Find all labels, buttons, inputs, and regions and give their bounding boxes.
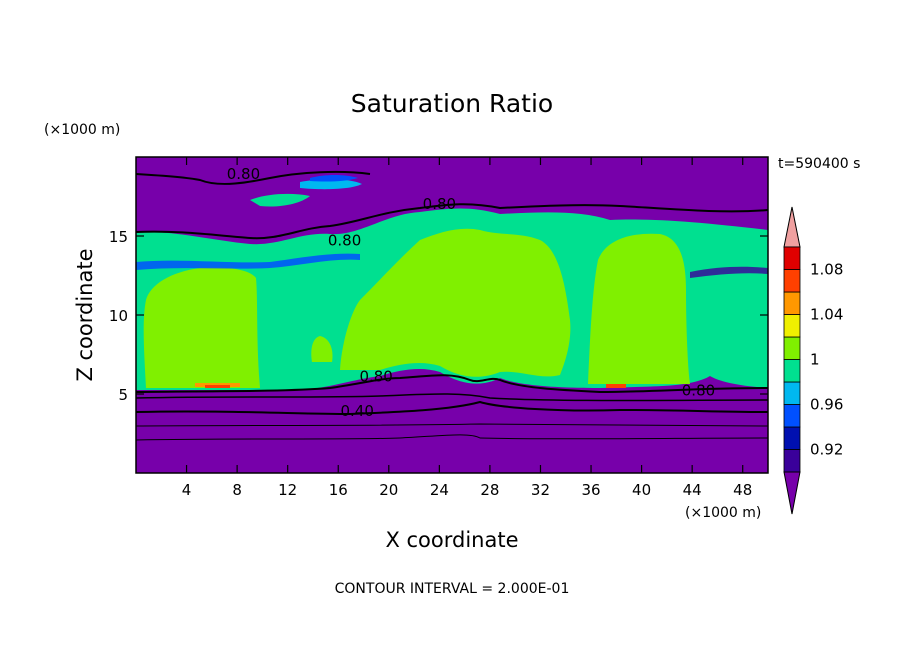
x-axis-label: X coordinate — [385, 528, 518, 552]
contour-label: 0.80 — [359, 367, 392, 385]
contour-label: 0.80 — [682, 382, 715, 400]
colorbar-bin — [783, 359, 801, 383]
contour-0-40 — [136, 400, 768, 416]
colorbar-bin — [783, 269, 801, 293]
x-unit-label: (×1000 m) — [685, 505, 761, 521]
x-tick-label: 40 — [632, 481, 651, 499]
chart-title: Saturation Ratio — [351, 89, 553, 118]
contour-lower-2 — [136, 434, 768, 441]
region-upper-patch-1 — [250, 193, 310, 207]
colorbar-over-triangle — [783, 206, 801, 248]
region-upper-patch-3 — [310, 175, 358, 182]
y-axis-ticks: 5 10 15 — [109, 228, 768, 404]
colorbar-bin — [783, 291, 801, 315]
region-saturated-mid — [340, 228, 571, 377]
region-cloud-top-band-right — [690, 266, 768, 278]
colorbar-bin — [783, 314, 801, 338]
colorbar-bin — [783, 336, 801, 360]
colorbar-tick-label: 0.92 — [810, 441, 843, 459]
plot-area: 0.800.800.800.800.800.40 4 8 12 16 20 24 28 32 3… — [109, 156, 769, 499]
x-tick-label: 4 — [182, 481, 192, 499]
y-axis-label: Z coordinate — [73, 248, 97, 381]
colorbar-bin — [783, 246, 801, 270]
region-supersat-spot-3 — [606, 384, 626, 388]
colorbar-tick-label: 0.96 — [810, 396, 843, 414]
contour-interval-footer: CONTOUR INTERVAL = 2.000E-01 — [335, 581, 570, 597]
x-tick-label: 24 — [430, 481, 449, 499]
contour-labels: 0.80 0.80 0.80 0.80 0.80 0.40 — [227, 165, 715, 420]
region-saturated-small — [311, 336, 333, 362]
colorbar-bin — [783, 404, 801, 428]
region-saturated-right — [588, 233, 690, 384]
x-tick-label: 28 — [480, 481, 499, 499]
contour-label: 0.80 — [328, 231, 361, 249]
y-tick-label: 10 — [109, 307, 128, 325]
colorbar: 0.92 0.96 1 1.04 1.08 — [783, 206, 843, 515]
colorbar-tick-label: 1 — [810, 351, 820, 369]
contour-lines — [136, 170, 768, 441]
colorbar-bin — [783, 449, 801, 473]
x-tick-label: 20 — [379, 481, 398, 499]
colorbar-bin — [783, 381, 801, 405]
x-tick-label: 48 — [733, 481, 752, 499]
region-cloud-top-band — [136, 253, 360, 270]
x-tick-label: 32 — [531, 481, 550, 499]
contour-label: 0.80 — [423, 195, 456, 213]
contour-lower-1 — [136, 393, 768, 402]
x-tick-label: 36 — [581, 481, 600, 499]
region-supersat-spot-2 — [205, 385, 230, 388]
time-label: t=590400 s — [778, 156, 860, 172]
contour-0-80-cloud-base — [136, 374, 768, 394]
colorbar-tick-label: 1.04 — [810, 306, 843, 324]
contour-lower-3 — [136, 423, 768, 427]
contour-0-80-upper — [136, 203, 768, 240]
contour-0-80-top — [136, 170, 371, 185]
colorbar-tick-label: 1.08 — [810, 261, 843, 279]
x-tick-label: 44 — [683, 481, 702, 499]
x-tick-label: 12 — [278, 481, 297, 499]
region-saturated-left — [143, 267, 260, 388]
x-tick-label: 16 — [329, 481, 348, 499]
y-unit-label: (×1000 m) — [44, 122, 120, 138]
contour-label: 0.80 — [227, 165, 260, 183]
contour-label: 0.40 — [340, 402, 373, 420]
x-tick-label: 8 — [232, 481, 242, 499]
colorbar-under-triangle — [783, 471, 801, 515]
x-axis-ticks: 4 8 12 16 20 24 28 32 36 40 44 48 — [182, 157, 752, 499]
region-upper-patch-2 — [300, 179, 362, 190]
y-tick-label: 5 — [118, 386, 128, 404]
y-tick-label: 15 — [109, 228, 128, 246]
colorbar-bin — [783, 426, 801, 450]
